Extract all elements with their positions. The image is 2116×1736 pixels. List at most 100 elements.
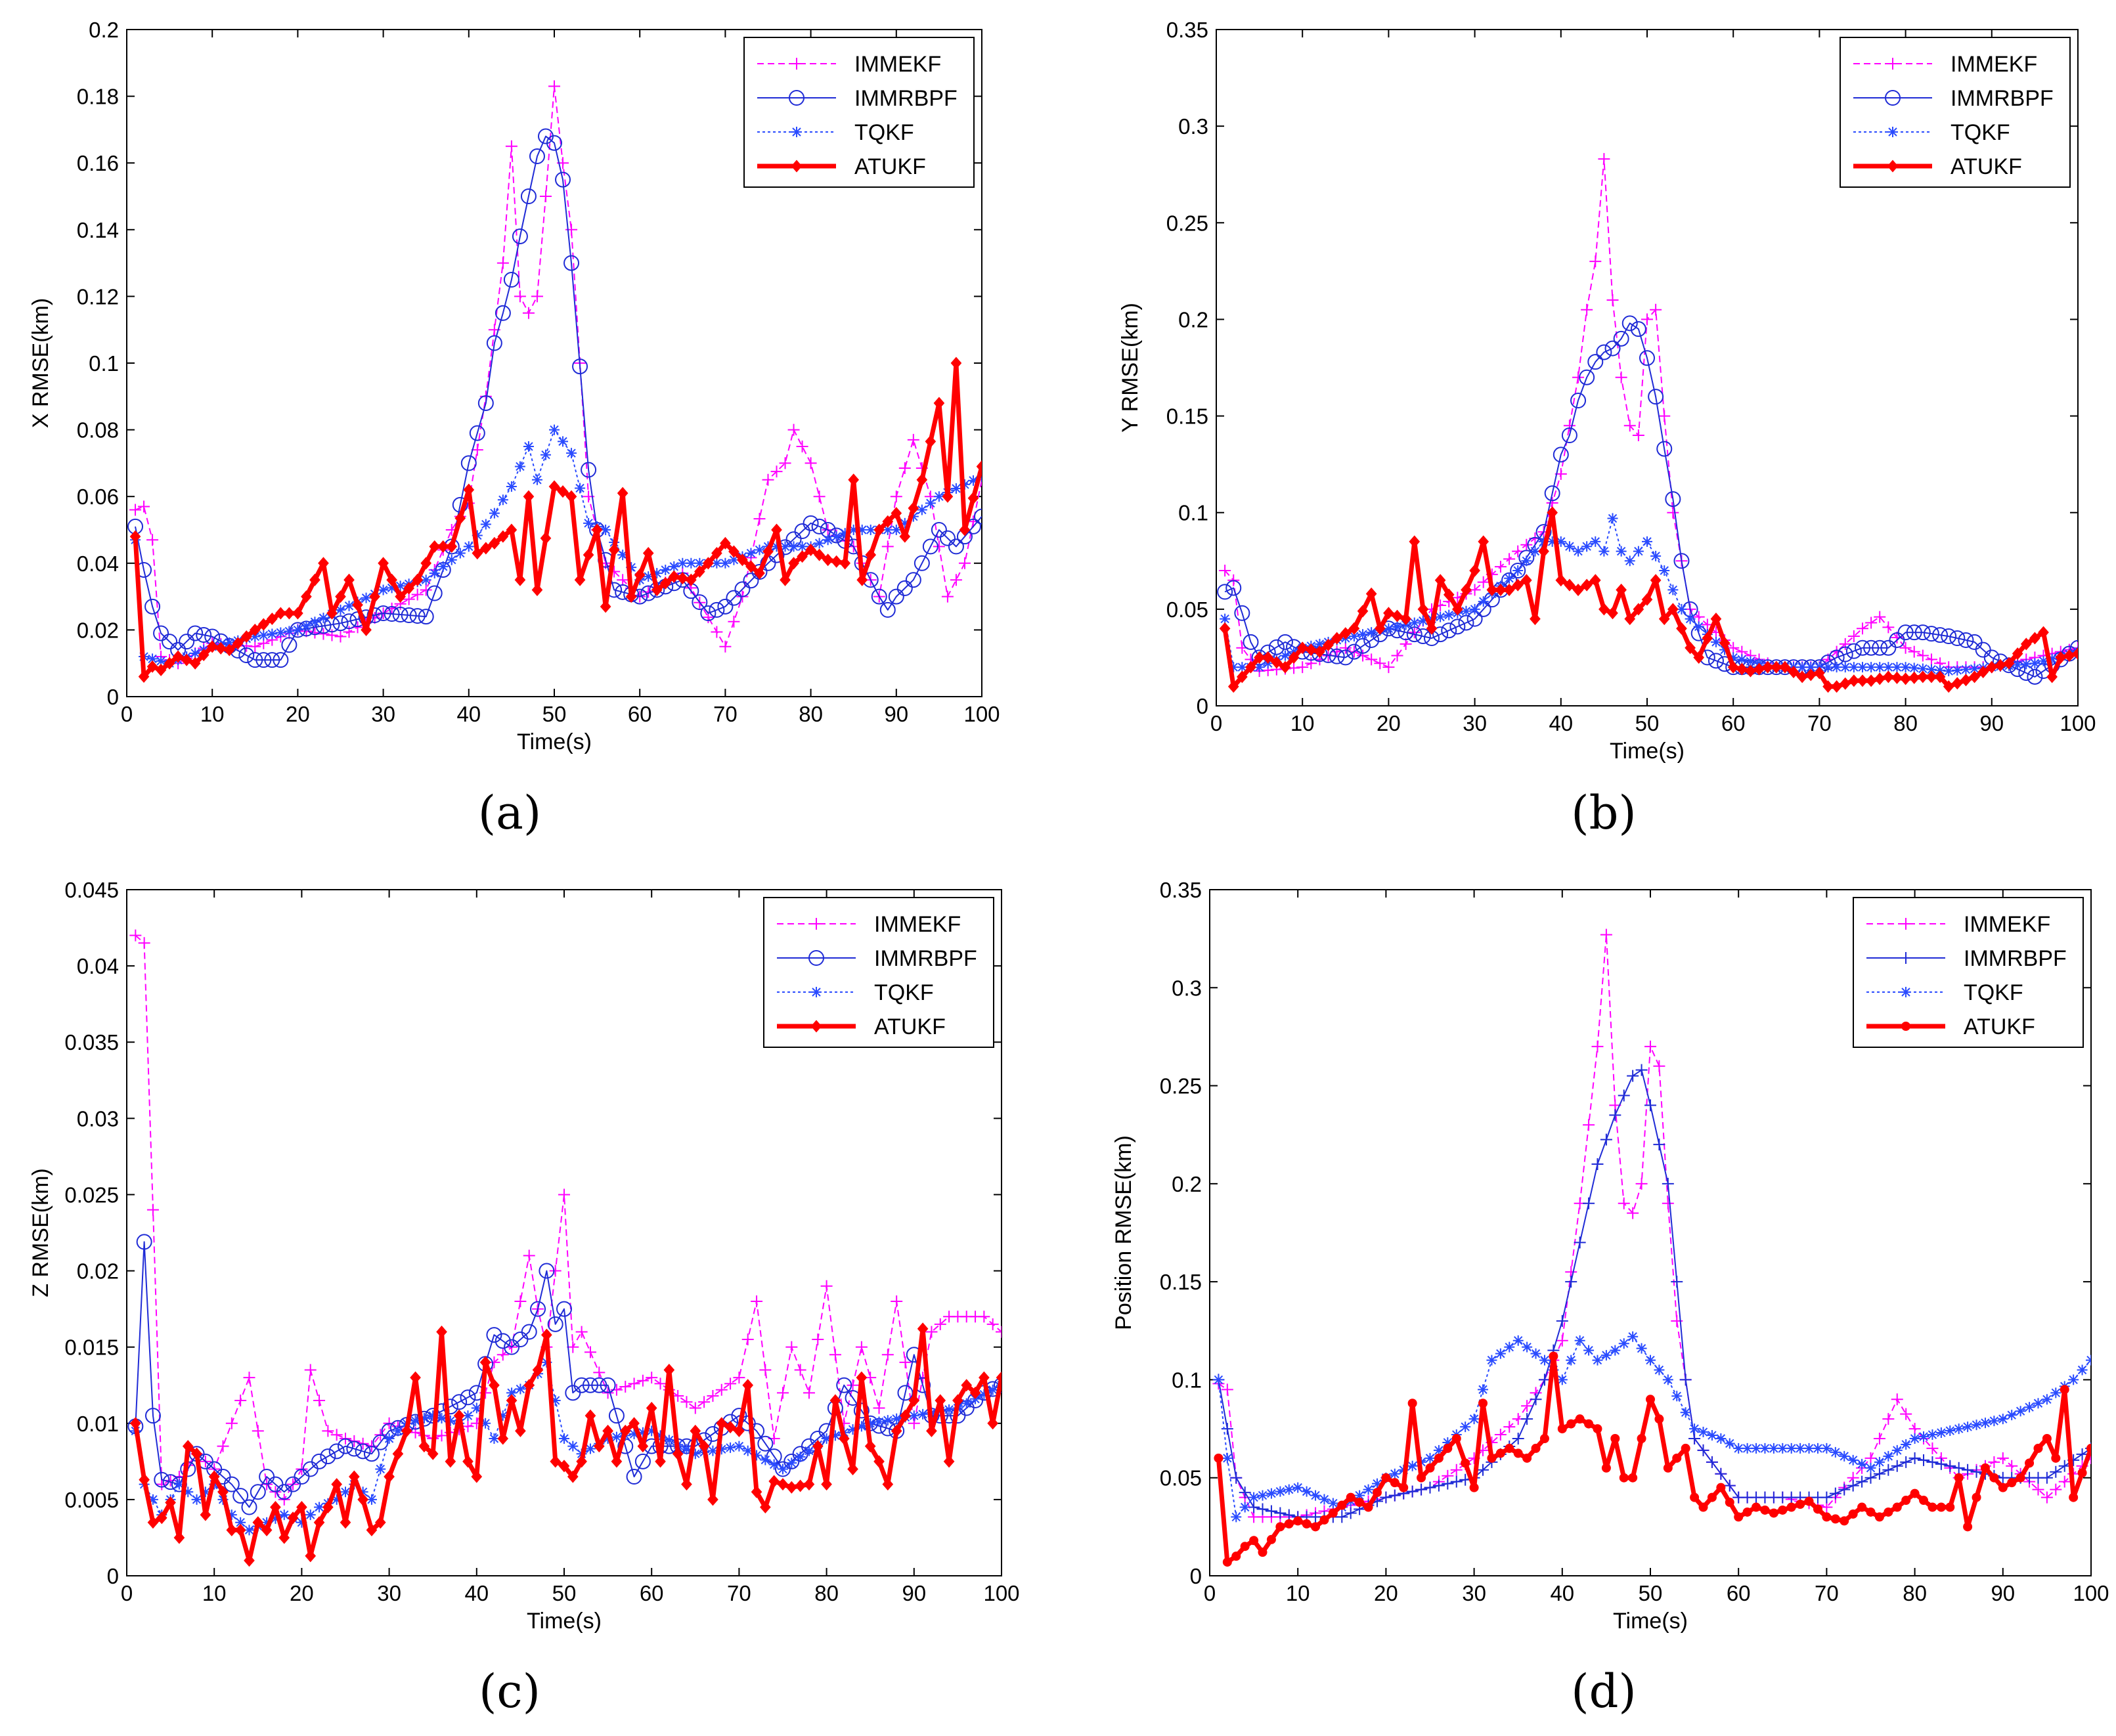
data-point-immrbpf <box>1553 446 1569 463</box>
data-point-tqkf <box>626 562 637 573</box>
data-point-tqkf <box>1962 1421 1973 1433</box>
data-point-tqkf <box>1636 1343 1647 1354</box>
data-point-immrbpf <box>1856 1475 1868 1488</box>
data-point-tqkf <box>1547 536 1558 547</box>
data-point-atukf <box>1667 603 1679 616</box>
data-point-tqkf <box>979 1389 990 1400</box>
data-point-atukf <box>2077 1468 2087 1478</box>
data-point-atukf <box>1710 613 1722 626</box>
data-point-immekf <box>1882 621 1895 634</box>
data-point-atukf <box>1486 583 1498 596</box>
legend-box <box>763 897 994 1048</box>
data-point-atukf <box>427 1447 439 1460</box>
data-point-tqkf <box>771 541 782 552</box>
data-point-tqkf <box>1530 546 1541 557</box>
data-point-atukf <box>1874 672 1885 685</box>
data-point-tqkf <box>173 1479 185 1490</box>
data-point-immrbpf <box>563 255 580 271</box>
data-point-immrbpf <box>366 607 383 624</box>
data-point-immrbpf <box>154 1471 170 1488</box>
data-point-atukf <box>234 1523 246 1536</box>
data-point-tqkf <box>1693 621 1704 632</box>
data-point-immrbpf <box>136 1234 152 1250</box>
data-point-immekf <box>1692 611 1705 623</box>
data-point-immekf <box>698 1396 711 1408</box>
data-point-atukf <box>668 570 680 583</box>
data-point-atukf <box>908 502 919 515</box>
data-point-atukf <box>1943 680 1954 693</box>
data-point-tqkf <box>1522 1341 1533 1353</box>
data-point-tqkf <box>335 604 346 615</box>
data-point-tqkf <box>1909 1433 1920 1444</box>
data-point-immekf <box>1667 506 1679 519</box>
data-point-tqkf <box>1581 541 1593 552</box>
x-axis-label: Time(s) <box>527 1609 602 1634</box>
data-point-tqkf <box>908 511 919 522</box>
data-point-immekf <box>243 1372 255 1384</box>
data-point-atukf <box>1690 1492 1700 1502</box>
data-point-tqkf <box>318 613 329 624</box>
data-point-immrbpf <box>341 613 357 630</box>
data-point-atukf <box>206 640 218 653</box>
data-point-atukf <box>1400 613 1411 626</box>
data-point-atukf <box>1663 1463 1673 1473</box>
data-point-atukf <box>215 641 227 655</box>
data-point-atukf <box>1547 506 1558 519</box>
data-point-immekf <box>411 588 424 601</box>
legend-label-tqkf: TQKF <box>1964 980 2023 1005</box>
data-point-immrbpf <box>836 1377 852 1393</box>
data-point-atukf <box>771 523 782 536</box>
data-point-atukf <box>1266 1534 1276 1544</box>
data-point-immrbpf <box>495 305 511 321</box>
data-point-atukf <box>900 1409 911 1422</box>
data-point-atukf <box>139 1473 150 1486</box>
data-point-atukf <box>296 1500 307 1514</box>
data-point-tqkf <box>1952 664 1963 676</box>
data-point-tqkf <box>646 1425 657 1437</box>
data-point-atukf <box>617 487 628 500</box>
data-point-atukf <box>734 1424 745 1437</box>
data-point-atukf <box>1752 1502 1761 1512</box>
data-point-atukf <box>681 1478 692 1491</box>
data-point-immrbpf <box>546 135 562 151</box>
data-point-atukf <box>1399 1483 1409 1492</box>
data-point-immekf <box>719 640 732 653</box>
data-point-tqkf <box>1275 1486 1286 1497</box>
data-point-immrbpf <box>1596 344 1612 360</box>
data-point-immrbpf <box>1243 634 1259 650</box>
data-point-immrbpf <box>1900 1456 1912 1468</box>
data-point-immrbpf <box>1239 1486 1251 1499</box>
data-point-immekf <box>777 1387 789 1399</box>
legend-box <box>743 37 975 188</box>
data-point-immekf <box>1450 1464 1463 1476</box>
data-point-atukf <box>1693 651 1705 664</box>
data-point-atukf <box>1619 1473 1629 1483</box>
data-point-atukf <box>821 1478 832 1491</box>
data-point-immekf <box>1900 1408 1912 1420</box>
data-point-atukf <box>1245 661 1256 674</box>
legend-label-immekf: IMMEKF <box>874 912 961 937</box>
data-point-immrbpf <box>634 1453 651 1469</box>
data-point-tqkf <box>2015 1406 2026 1417</box>
data-point-tqkf <box>190 647 201 659</box>
data-point-immrbpf <box>948 538 964 555</box>
legend-label-immrbpf: IMMRBPF <box>1951 86 2054 111</box>
data-point-tqkf <box>1728 652 1739 663</box>
data-point-immekf <box>1221 1383 1233 1396</box>
data-point-atukf <box>987 1417 999 1430</box>
data-point-immrbpf <box>896 580 913 596</box>
data-point-atukf <box>1822 1512 1832 1522</box>
data-point-immrbpf <box>187 625 204 641</box>
data-point-immrbpf <box>1923 626 1939 642</box>
data-point-immrbpf <box>1225 580 1242 596</box>
data-point-tqkf <box>1627 1331 1639 1342</box>
data-point-tqkf <box>1301 1486 1312 1497</box>
data-point-atukf <box>996 1371 1002 1384</box>
data-point-atukf <box>593 1440 605 1453</box>
data-point-immrbpf <box>1217 584 1233 600</box>
data-point-atukf <box>856 1371 868 1384</box>
data-point-immrbpf <box>486 335 502 351</box>
data-point-tqkf <box>707 1445 718 1456</box>
data-point-atukf <box>768 1475 780 1488</box>
legend-box <box>1840 37 2071 188</box>
